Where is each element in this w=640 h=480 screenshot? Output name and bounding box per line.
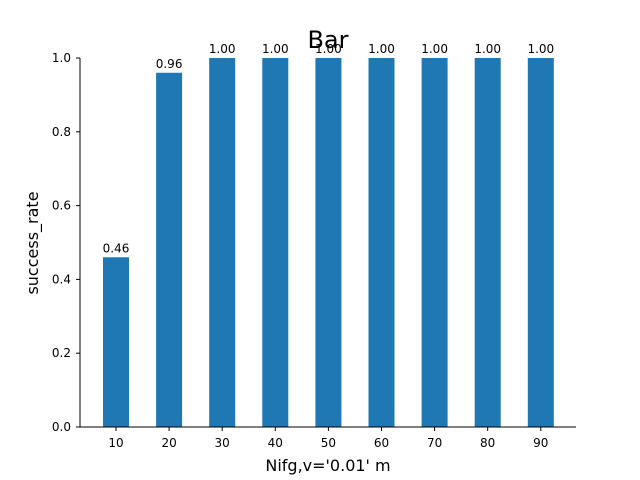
bar: [368, 58, 395, 427]
x-tick-label: 20: [161, 436, 176, 450]
x-tick-label: 70: [427, 436, 442, 450]
y-tick-label: 1.0: [52, 51, 71, 65]
bar-value-label: 0.96: [156, 57, 183, 71]
y-tick-label: 0.0: [52, 420, 71, 434]
x-tick-label: 80: [480, 436, 495, 450]
bar: [315, 58, 342, 427]
bar: [527, 58, 554, 427]
bars-group: [103, 58, 554, 427]
x-tick-label: 60: [374, 436, 389, 450]
bar-value-label: 1.00: [421, 42, 448, 56]
y-tick-label: 0.4: [52, 272, 71, 286]
bar-value-label: 1.00: [262, 42, 289, 56]
y-axis-label: success_rate: [23, 191, 43, 294]
y-tick-label: 0.6: [52, 199, 71, 213]
x-tick-label: 50: [321, 436, 336, 450]
x-tick-label: 10: [108, 436, 123, 450]
bar: [474, 58, 501, 427]
y-tick-label: 0.8: [52, 125, 71, 139]
bar-value-label: 1.00: [474, 42, 501, 56]
bar-value-label: 1.00: [315, 42, 342, 56]
bar: [103, 257, 129, 427]
y-tick-label: 0.2: [52, 346, 71, 360]
bar: [209, 58, 236, 427]
bar: [421, 58, 448, 427]
bar-value-label: 0.46: [103, 241, 130, 255]
bar: [262, 58, 289, 427]
x-axis: 10 20 30 40 50 60 70 80 90: [80, 426, 576, 450]
x-tick-label: 40: [268, 436, 283, 450]
bar: [156, 72, 183, 427]
chart-title: Bar: [307, 26, 348, 54]
bar-value-label: 1.00: [368, 42, 395, 56]
y-axis: 0.0 0.2 0.4 0.6 0.8 1.0: [52, 51, 81, 434]
bar-value-label: 1.00: [209, 42, 236, 56]
value-labels-group: 0.46 0.96 1.00 1.00 1.00 1.00 1.00 1.00 1.00: [103, 42, 555, 255]
x-axis-label: Nifg,v='0.01' m: [265, 456, 390, 475]
x-tick-label: 30: [215, 436, 230, 450]
x-tick-label: 90: [533, 436, 548, 450]
bar-value-label: 1.00: [527, 42, 554, 56]
